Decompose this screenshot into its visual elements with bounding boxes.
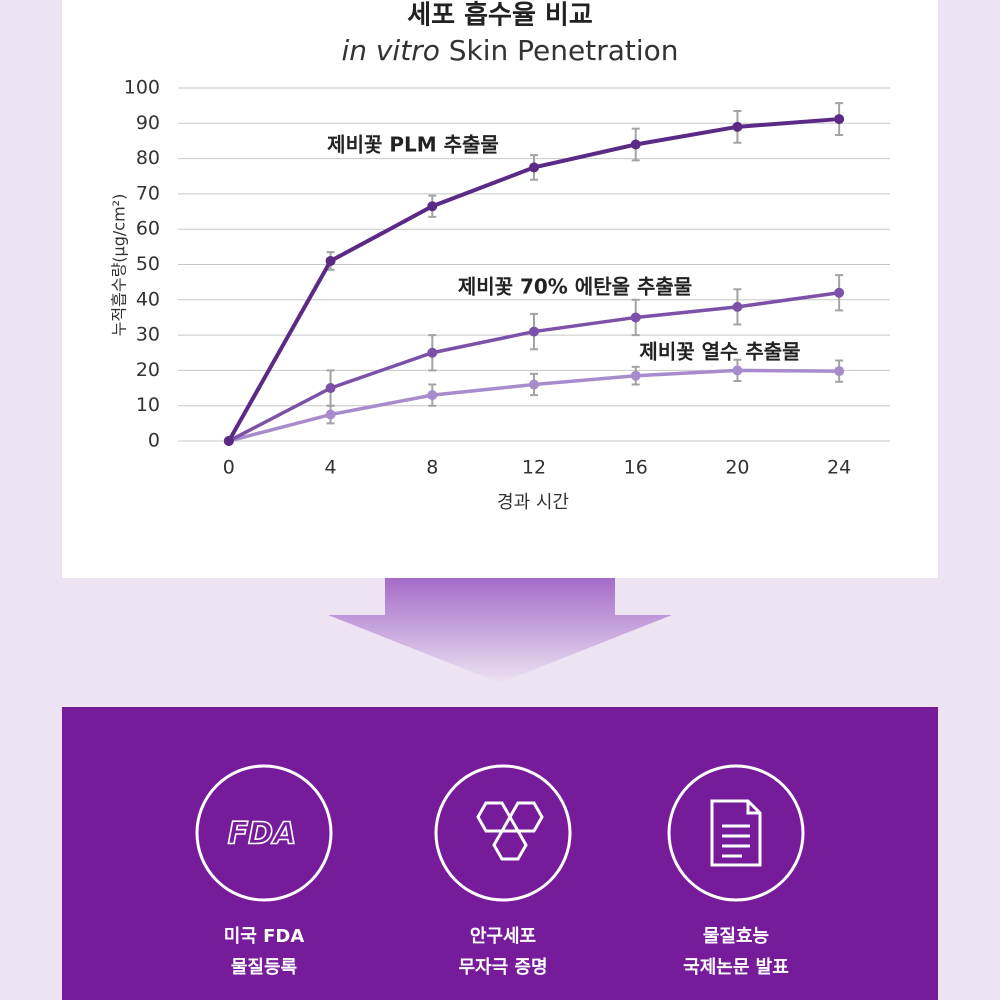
feature-label: 물질등록 — [231, 957, 297, 978]
y-axis-label: 누적흡수량(μg/cm²) — [110, 194, 129, 337]
feature-icons — [195, 764, 805, 902]
series-label: 제비꽃 열수 추출물 — [639, 340, 800, 364]
x-tick-label: 8 — [426, 457, 438, 479]
point — [732, 121, 743, 132]
x-tick-label: 24 — [827, 457, 851, 479]
feature-label: 국제논문 발표 — [683, 957, 789, 978]
series-label: 제비꽃 PLM 추출물 — [327, 133, 499, 157]
fda-logo: FDA — [228, 817, 297, 852]
document-icon — [710, 799, 762, 867]
x-tick-label: 0 — [223, 457, 235, 479]
x-tick-label: 12 — [522, 457, 546, 479]
y-tick-label: 90 — [136, 112, 160, 134]
feature-label: 무자극 증명 — [458, 957, 547, 978]
point — [427, 390, 438, 401]
hexagon-icon — [476, 801, 544, 861]
subtitle-text: Skin Penetration — [449, 34, 679, 67]
y-tick-label: 0 — [148, 430, 160, 452]
point — [834, 287, 845, 298]
point — [427, 347, 438, 358]
point — [732, 301, 743, 312]
series-label: 제비꽃 70% 에탄올 추출물 — [458, 275, 692, 299]
point — [325, 383, 336, 394]
point — [529, 162, 539, 173]
point — [834, 114, 845, 125]
point — [325, 409, 336, 420]
x-tick-label: 4 — [325, 457, 337, 479]
point — [630, 139, 641, 150]
point — [630, 312, 641, 323]
x-tick-label: 20 — [725, 457, 749, 479]
chart-subtitle: in vitro Skin Penetration — [341, 34, 678, 67]
feature-label: 안구세포 — [470, 926, 536, 947]
point — [223, 436, 234, 446]
point — [325, 255, 336, 266]
point — [732, 365, 743, 376]
point — [630, 370, 641, 381]
y-tick-label: 50 — [136, 253, 160, 275]
icon-circle — [195, 764, 333, 902]
y-tick-label: 70 — [136, 182, 160, 204]
feature-label: 미국 FDA — [224, 926, 305, 947]
y-tick-label: 20 — [136, 359, 160, 381]
y-tick-label: 40 — [136, 288, 160, 310]
x-axis-label: 경과 시간 — [497, 492, 569, 513]
x-tick-label: 16 — [624, 457, 648, 479]
icon-circle — [667, 764, 805, 902]
chart-title: 세포 흡수율 비교 — [407, 1, 593, 31]
subtitle-italic: in vitro — [341, 34, 439, 67]
y-tick-label: 100 — [124, 77, 160, 99]
y-tick-label: 30 — [136, 324, 160, 346]
point — [834, 366, 845, 377]
point — [529, 379, 539, 390]
point — [529, 326, 539, 337]
y-tick-label: 80 — [136, 147, 160, 169]
chart-card — [62, 0, 938, 578]
feature-label: 물질효능 — [703, 926, 769, 947]
icon-circle — [434, 764, 572, 902]
y-tick-label: 60 — [136, 218, 160, 240]
down-arrow — [328, 578, 672, 683]
point — [427, 201, 438, 212]
y-tick-label: 10 — [136, 394, 160, 416]
